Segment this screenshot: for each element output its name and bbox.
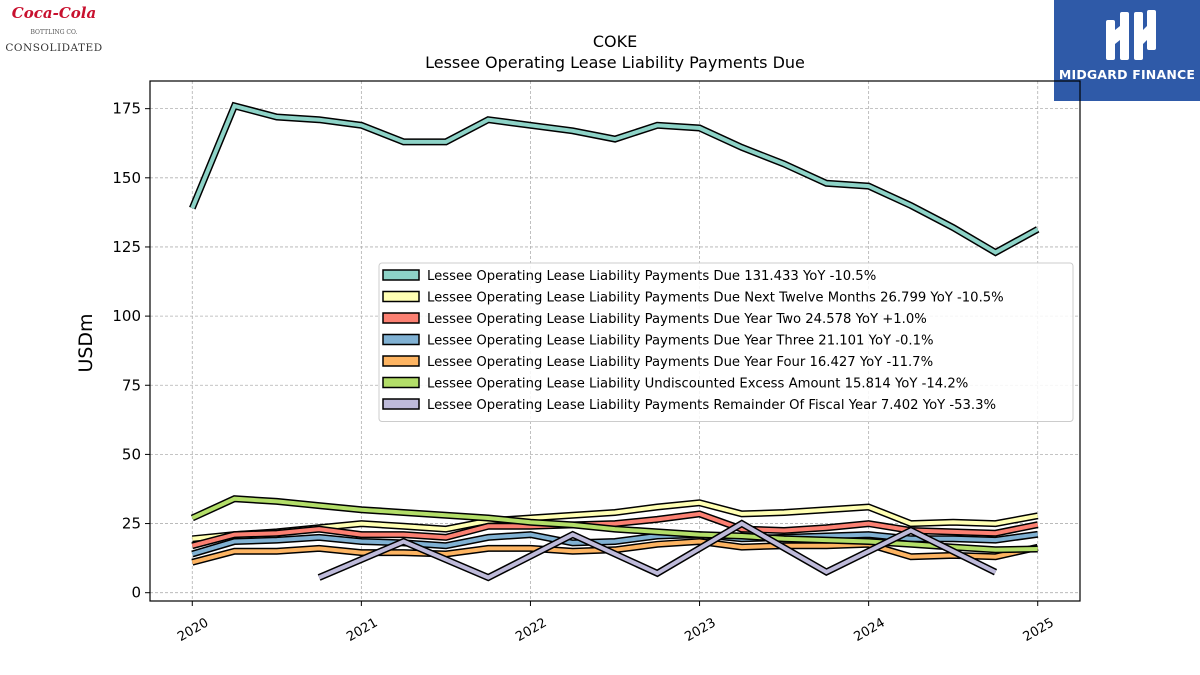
series-line-stroke xyxy=(191,496,1038,552)
y-axis-label: USDm xyxy=(75,313,97,372)
plot-frame xyxy=(149,80,1081,602)
legend-label: Lessee Operating Lease Liability Payment… xyxy=(427,269,876,284)
series-line xyxy=(189,101,1040,257)
series-line-stroke xyxy=(190,103,1039,255)
midgard-finance-logo: MIDGARD FINANCE xyxy=(1054,0,1200,101)
legend-swatch xyxy=(382,355,420,367)
logo-main-text: CONSOLIDATED xyxy=(5,42,103,54)
midgard-emblem-icon xyxy=(1106,10,1156,60)
x-tick-label: 2022 xyxy=(513,615,549,645)
legend-entry: Lessee Operating Lease Liability Payment… xyxy=(382,333,934,349)
legend-box xyxy=(378,262,1074,422)
y-tick-label: 0 xyxy=(131,584,141,602)
legend-label: Lessee Operating Lease Liability Payment… xyxy=(427,334,934,349)
series-line xyxy=(191,499,1039,543)
x-tick-label: 2025 xyxy=(1021,615,1057,645)
y-axis-ticks: 0 25 50 75 100 125 150 175 xyxy=(112,100,150,602)
series-line-stroke xyxy=(318,521,997,580)
y-tick-label: 50 xyxy=(122,445,141,463)
y-tick-label: 175 xyxy=(112,100,141,118)
legend-swatch xyxy=(382,333,420,346)
x-tick-label: 2024 xyxy=(851,615,887,645)
series-lines xyxy=(189,101,1040,582)
y-tick-label: 75 xyxy=(122,376,141,394)
legend-swatch xyxy=(382,376,420,389)
series-line-stroke xyxy=(192,500,1039,541)
legend-label: Lessee Operating Lease Liability Payment… xyxy=(427,291,1004,306)
logo-small-text: BOTTLING CO. xyxy=(30,29,78,36)
x-tick-label: 2023 xyxy=(682,615,718,645)
x-tick-label: 2021 xyxy=(344,615,380,645)
legend-swatch xyxy=(382,269,420,281)
y-tick-label: 25 xyxy=(122,515,141,533)
legend-swatch xyxy=(382,398,420,410)
y-tick-label: 100 xyxy=(112,307,141,325)
series-line xyxy=(190,495,1038,554)
legend-entry: Lessee Operating Lease Liability Payment… xyxy=(382,312,927,327)
series-line-stroke xyxy=(191,539,1039,565)
legend-label: Lessee Operating Lease Liability Payment… xyxy=(427,312,927,327)
series-line-outline xyxy=(189,101,1040,257)
x-tick-label: 2020 xyxy=(175,615,211,645)
series-line xyxy=(191,537,1039,566)
series-line-stroke xyxy=(191,511,1039,548)
chart-title: COKE xyxy=(593,32,637,51)
legend-swatch xyxy=(382,312,420,324)
legend-label: Lessee Operating Lease Liability Undisco… xyxy=(427,377,968,392)
logo-script-text: Coca-Cola xyxy=(11,4,97,22)
midgard-finance-name: MIDGARD FINANCE xyxy=(1058,67,1196,82)
legend-entry: Lessee Operating Lease Liability Payment… xyxy=(382,398,996,413)
legend-label: Lessee Operating Lease Liability Payment… xyxy=(427,398,996,413)
series-line xyxy=(317,519,998,582)
legend-entry: Lessee Operating Lease Liability Undisco… xyxy=(382,376,968,392)
coca-cola-consolidated-logo: Coca-Cola BOTTLING CO. CONSOLIDATED xyxy=(4,4,104,70)
legend-entry: Lessee Operating Lease Liability Payment… xyxy=(382,290,1004,306)
legend-label: Lessee Operating Lease Liability Payment… xyxy=(427,355,933,370)
chart-subtitle: Lessee Operating Lease Liability Payment… xyxy=(425,53,805,72)
series-line xyxy=(191,510,1039,550)
legend: Lessee Operating Lease Liability Payment… xyxy=(378,262,1074,422)
y-tick-label: 125 xyxy=(112,238,141,256)
y-tick-label: 150 xyxy=(112,169,141,187)
x-axis-ticks: 2020 2021 2022 2023 2024 2025 xyxy=(175,601,1057,645)
legend-entry: Lessee Operating Lease Liability Payment… xyxy=(382,355,933,370)
legend-swatch xyxy=(382,290,420,303)
legend-entry: Lessee Operating Lease Liability Payment… xyxy=(382,269,876,284)
